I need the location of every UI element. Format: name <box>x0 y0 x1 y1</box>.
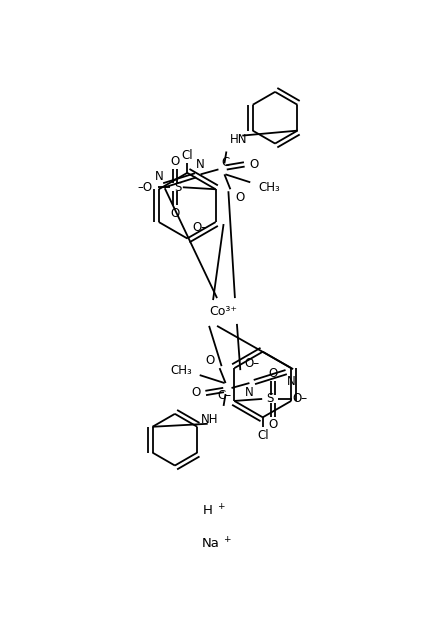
Text: N: N <box>245 386 254 399</box>
Text: HN: HN <box>230 133 247 146</box>
Text: NH: NH <box>201 414 219 427</box>
Text: O: O <box>250 158 259 171</box>
Text: N: N <box>196 158 205 171</box>
Text: O: O <box>268 418 278 432</box>
Text: –O: –O <box>137 181 153 194</box>
Text: O: O <box>205 353 214 366</box>
Text: Cl: Cl <box>257 428 268 441</box>
Text: C: C <box>221 156 230 169</box>
Text: O: O <box>170 206 179 219</box>
Text: O: O <box>191 386 200 399</box>
Text: S: S <box>266 392 274 405</box>
Text: +: + <box>217 502 224 512</box>
Text: C–: C– <box>218 389 231 402</box>
Text: Co³⁺: Co³⁺ <box>209 306 237 319</box>
Text: Cl: Cl <box>182 149 193 162</box>
Text: N: N <box>154 170 163 183</box>
Text: O–: O– <box>293 392 307 405</box>
Text: O: O <box>235 191 245 204</box>
Text: O–: O– <box>245 356 260 370</box>
Text: CH₃: CH₃ <box>258 181 280 194</box>
Text: N: N <box>287 374 296 388</box>
Text: O: O <box>268 366 278 379</box>
Text: Na: Na <box>202 537 220 550</box>
Text: S: S <box>174 181 182 194</box>
Text: CH₃: CH₃ <box>170 363 192 376</box>
Text: O–: O– <box>192 221 207 234</box>
Text: H: H <box>203 504 213 517</box>
Text: O: O <box>170 155 179 168</box>
Text: +: + <box>223 535 231 544</box>
